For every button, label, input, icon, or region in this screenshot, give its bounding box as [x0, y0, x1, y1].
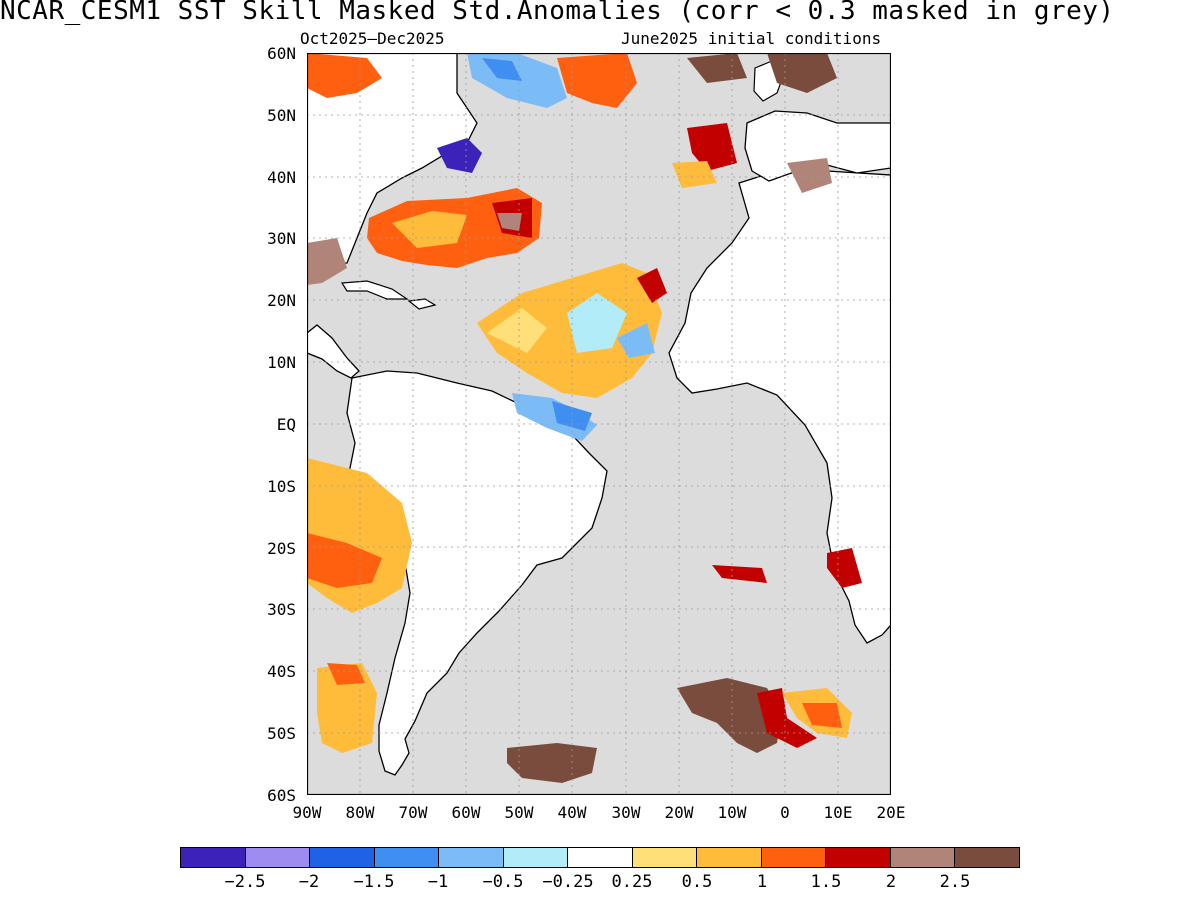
colorbar-label: 2 — [885, 872, 897, 892]
lon-label: 70W — [398, 803, 428, 822]
lat-label: 30S — [267, 600, 296, 619]
colorbar-label: 1.5 — [810, 872, 842, 892]
lon-label: 10W — [717, 803, 747, 822]
lon-label: 40W — [557, 803, 587, 822]
colorbar-label: −0.25 — [542, 872, 594, 892]
lon-label: 50W — [504, 803, 534, 822]
colorbar-label: −2 — [298, 872, 320, 892]
sst-anomaly-map — [307, 53, 891, 795]
map-frame — [307, 53, 891, 795]
anomaly-patches — [307, 53, 862, 783]
colorbar-swatch — [245, 848, 311, 867]
colorbar-label: −2.5 — [224, 872, 266, 892]
lon-label: 90W — [292, 803, 322, 822]
colorbar-swatch — [181, 848, 246, 867]
colorbar-label: 1 — [756, 872, 768, 892]
initial-conditions: June2025 initial conditions — [621, 29, 882, 48]
lon-label: 60W — [451, 803, 481, 822]
colorbar-label: 0.5 — [681, 872, 713, 892]
lat-label: 60S — [267, 786, 296, 805]
colorbar-swatch — [439, 848, 504, 867]
colorbar-swatch — [632, 848, 698, 867]
colorbar-label: −1 — [427, 872, 449, 892]
lon-label: 0 — [780, 803, 790, 822]
colorbar-label: −0.5 — [482, 872, 524, 892]
colorbar-label: 2.5 — [939, 872, 971, 892]
lat-label: 20N — [267, 291, 296, 310]
map-title: NCAR_CESM1 SST Skill Masked Std.Anomalie… — [0, 0, 1115, 26]
forecast-period: Oct2025–Dec2025 — [300, 29, 445, 48]
colorbar-swatch — [310, 848, 375, 867]
colorbar-swatch — [955, 848, 1019, 867]
colorbar — [180, 847, 1020, 868]
colorbar-swatch — [890, 848, 956, 867]
lat-label: 60N — [267, 44, 296, 63]
lat-label: 10S — [267, 477, 296, 496]
lat-label: 40S — [267, 662, 296, 681]
lat-label: 50N — [267, 106, 296, 125]
colorbar-swatch — [826, 848, 891, 867]
lat-label: 20S — [267, 539, 296, 558]
lat-label: 40N — [267, 168, 296, 187]
colorbar-swatch — [568, 848, 633, 867]
lon-label: 20W — [664, 803, 694, 822]
hispaniola-island — [407, 298, 437, 310]
lat-label: 30N — [267, 229, 296, 248]
central-america-land — [307, 324, 360, 379]
lat-label: EQ — [276, 415, 296, 434]
cuba-island — [340, 280, 409, 300]
lon-label: 80W — [345, 803, 375, 822]
africa-land — [668, 170, 891, 644]
lon-label: 20E — [876, 803, 906, 822]
colorbar-label: −1.5 — [353, 872, 395, 892]
colorbar-swatch — [697, 848, 762, 867]
colorbar-swatch — [374, 848, 440, 867]
europe-land — [744, 110, 891, 182]
lat-label: 50S — [267, 724, 296, 743]
lon-label: 10E — [823, 803, 853, 822]
lat-label: 10N — [267, 353, 296, 372]
lon-label: 30W — [611, 803, 641, 822]
colorbar-swatch — [761, 848, 827, 867]
grid-lines — [307, 53, 891, 795]
colorbar-swatch — [503, 848, 569, 867]
colorbar-label: 0.25 — [611, 872, 653, 892]
